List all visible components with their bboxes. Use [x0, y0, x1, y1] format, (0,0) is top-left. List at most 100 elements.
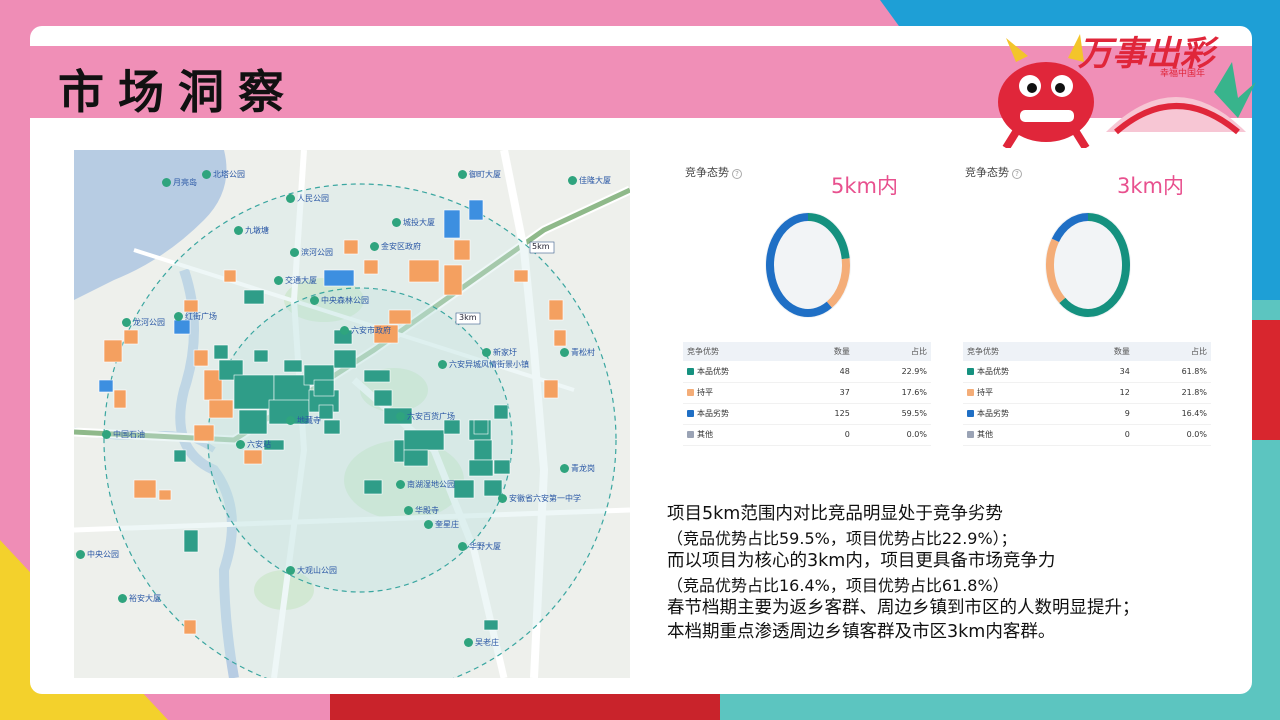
competitor-block: [473, 419, 489, 435]
map-place-label: 裕安大厦: [129, 594, 161, 603]
legend-swatch: [687, 367, 694, 375]
table-header: 占比: [1133, 342, 1211, 361]
donut-slice: [1046, 238, 1066, 304]
competitor-block: [388, 309, 412, 325]
map-pin-icon[interactable]: [396, 412, 405, 421]
competitor-block: [183, 299, 199, 313]
competitor-block: [453, 239, 471, 261]
row-label: 本品优势: [977, 366, 1009, 376]
competitor-block: [363, 479, 383, 495]
competitor-block: [333, 349, 357, 369]
map-pin-icon[interactable]: [458, 170, 467, 179]
map-pin-icon[interactable]: [286, 194, 295, 203]
competitor-block: [123, 329, 139, 345]
map-pin-icon[interactable]: [286, 566, 295, 575]
competitor-block: [493, 459, 511, 475]
competitor-block: [408, 259, 440, 283]
insight-notes: 项目5km范围内对比竞品明显处于竞争劣势 （竞品优势占比59.5%，项目优势占比…: [667, 503, 1247, 644]
map-pin-icon[interactable]: [234, 226, 243, 235]
donut-slice: [1059, 213, 1130, 317]
map-pin-icon[interactable]: [174, 312, 183, 321]
competitor-block: [443, 264, 463, 296]
competitor-block: [483, 479, 503, 497]
note-line: （竞品优势占比16.4%，项目优势占比61.8%）: [667, 575, 1009, 595]
competitor-block: [243, 449, 263, 465]
map-place-label: 中央公园: [87, 550, 119, 559]
competitor-block: [238, 409, 268, 435]
map-pin-icon[interactable]: [274, 276, 283, 285]
table-row: 其他 0 0.0%: [963, 424, 1211, 446]
ring-3km-label: 3km: [459, 313, 477, 322]
map-place-label: 华殿寺: [415, 506, 439, 515]
map-pin-icon[interactable]: [122, 318, 131, 327]
legend-swatch: [687, 389, 694, 396]
map-pin-icon[interactable]: [498, 494, 507, 503]
competitor-block: [543, 379, 559, 399]
note-line: 项目5km范围内对比竞品明显处于竞争劣势: [667, 504, 1003, 524]
row-percent: 61.8%: [1133, 361, 1211, 383]
competitor-block: [403, 449, 429, 467]
row-count: 48: [798, 361, 854, 383]
note-line: 而以项目为核心的3km内，项目更具备市场竞争力: [667, 551, 1056, 571]
map-pin-icon[interactable]: [202, 170, 211, 179]
map-pin-icon[interactable]: [162, 178, 171, 187]
map-pin-icon[interactable]: [482, 348, 491, 357]
map-pin-icon[interactable]: [340, 326, 349, 335]
row-count: 0: [1078, 424, 1134, 446]
competitor-block: [213, 344, 229, 360]
competitor-block: [468, 459, 494, 477]
competitor-block: [343, 239, 359, 255]
legend-swatch: [967, 410, 974, 417]
map-place-label: 中央森林公园: [321, 296, 369, 305]
map-pin-icon[interactable]: [560, 348, 569, 357]
competitor-block: [98, 379, 114, 393]
competition-map[interactable]: 5km 3km 月亮岛 北塔公园 人民公园 御町大厦 佳隆大厦 九墩塘 滨河公园 城投大厦 金安…: [74, 150, 630, 678]
row-percent: 0.0%: [853, 424, 931, 446]
map-pin-icon[interactable]: [76, 550, 85, 559]
row-label: 本品劣势: [697, 409, 729, 418]
map-pin-icon[interactable]: [464, 638, 473, 647]
map-pin-icon[interactable]: [236, 440, 245, 449]
map-pin-icon[interactable]: [370, 242, 379, 251]
map-pin-icon[interactable]: [438, 360, 447, 369]
map-pin-icon[interactable]: [424, 520, 433, 529]
row-count: 12: [1078, 382, 1134, 404]
map-pin-icon[interactable]: [118, 594, 127, 603]
donut-slice: [826, 258, 850, 308]
table-row: 本品劣势 9 16.4%: [963, 403, 1211, 425]
competitor-block: [253, 349, 269, 363]
map-pin-icon[interactable]: [458, 542, 467, 551]
competitor-block: [183, 619, 197, 635]
map-place-label: 御町大厦: [469, 170, 501, 179]
row-count: 9: [1078, 403, 1134, 425]
table-row: 持平 37 17.6%: [683, 382, 931, 404]
row-percent: 59.5%: [853, 403, 931, 425]
row-label: 本品优势: [697, 366, 729, 376]
help-icon[interactable]: ?: [1012, 169, 1022, 179]
map-pin-icon[interactable]: [392, 218, 401, 227]
map-place-label: 大观山公园: [297, 566, 337, 575]
row-count: 34: [1078, 361, 1134, 383]
table-header: 数量: [798, 342, 854, 361]
competitor-block: [373, 324, 399, 344]
competitor-block: [468, 199, 484, 221]
row-percent: 21.8%: [1133, 382, 1211, 404]
map-pin-icon[interactable]: [310, 296, 319, 305]
table-row: 本品优势 48 22.9%: [683, 361, 931, 383]
map-pin-icon[interactable]: [396, 480, 405, 489]
map-pin-icon[interactable]: [568, 176, 577, 185]
map-pin-icon[interactable]: [404, 506, 413, 515]
legend-swatch: [687, 410, 694, 417]
map-pin-icon[interactable]: [560, 464, 569, 473]
map-pin-icon[interactable]: [286, 416, 295, 425]
map-pin-icon[interactable]: [102, 430, 111, 439]
competitor-block: [113, 389, 127, 409]
map-place-label: 安徽省六安第一中学: [509, 494, 581, 503]
help-icon[interactable]: ?: [732, 169, 742, 179]
row-label: 持平: [977, 388, 993, 397]
competitor-block: [193, 424, 215, 442]
map-pin-icon[interactable]: [290, 248, 299, 257]
table-row: 其他 0 0.0%: [683, 424, 931, 446]
row-count: 125: [798, 403, 854, 425]
competitor-block: [363, 259, 379, 275]
